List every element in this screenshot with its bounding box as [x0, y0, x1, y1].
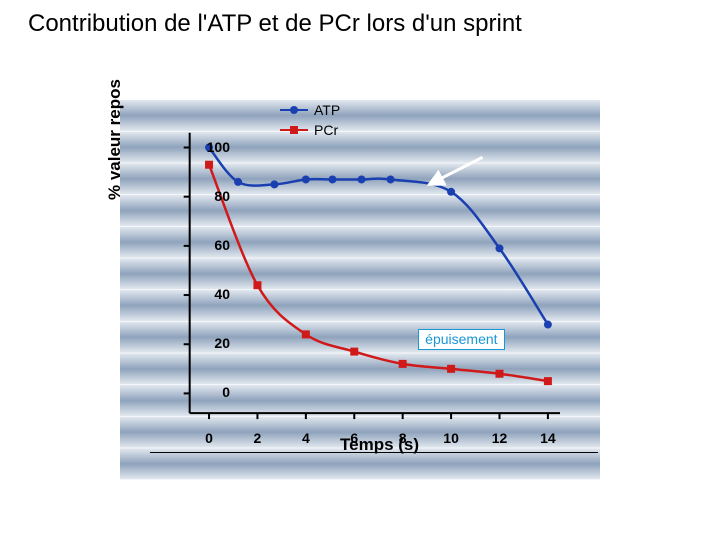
annotation-epuisement: épuisement — [418, 329, 504, 350]
series-marker-pcr — [302, 330, 310, 338]
chart-container: % valeur repos Temps (s) 020406080100024… — [120, 100, 600, 480]
y-tick-label: 20 — [200, 335, 230, 351]
plot-svg — [180, 118, 560, 418]
y-tick-label: 100 — [200, 139, 230, 155]
x-tick-label: 6 — [350, 430, 358, 446]
plot-area: 02040608010002468101214 — [180, 118, 560, 418]
y-tick-label: 40 — [200, 286, 230, 302]
series-marker-atp — [495, 244, 503, 252]
legend-label-pcr: PCr — [314, 122, 338, 138]
series-marker-atp — [302, 175, 310, 183]
chart-bottom-rule — [150, 452, 598, 453]
x-tick-label: 2 — [254, 430, 262, 446]
series-marker-pcr — [399, 360, 407, 368]
legend-line-pcr — [280, 129, 308, 131]
series-marker-atp — [234, 178, 242, 186]
series-marker-pcr — [495, 370, 503, 378]
series-marker-atp — [270, 180, 278, 188]
legend-item-pcr: PCr — [280, 122, 338, 138]
series-marker-pcr — [253, 281, 261, 289]
series-marker-atp — [328, 175, 336, 183]
page-title: Contribution de l'ATP et de PCr lors d'u… — [28, 10, 522, 38]
y-tick-label: 0 — [200, 384, 230, 400]
series-marker-pcr — [447, 365, 455, 373]
x-tick-label: 14 — [540, 430, 556, 446]
x-tick-label: 0 — [205, 430, 213, 446]
x-tick-label: 4 — [302, 430, 310, 446]
legend-item-atp: ATP — [280, 102, 340, 118]
y-axis-label: % valeur repos — [105, 79, 125, 200]
y-tick-label: 80 — [200, 188, 230, 204]
annotation-arrow — [429, 157, 482, 184]
x-tick-label: 10 — [443, 430, 459, 446]
x-tick-label: 8 — [399, 430, 407, 446]
page-root: Contribution de l'ATP et de PCr lors d'u… — [0, 0, 720, 540]
series-marker-atp — [544, 321, 552, 329]
legend-label-atp: ATP — [314, 102, 340, 118]
legend: ATP PCr — [280, 98, 360, 138]
series-marker-pcr — [544, 377, 552, 385]
series-marker-atp — [447, 188, 455, 196]
y-tick-label: 60 — [200, 237, 230, 253]
series-marker-atp — [387, 175, 395, 183]
series-marker-pcr — [350, 348, 358, 356]
series-marker-atp — [358, 175, 366, 183]
legend-marker-atp — [290, 106, 298, 114]
series-marker-pcr — [205, 161, 213, 169]
x-tick-label: 12 — [492, 430, 508, 446]
legend-marker-pcr — [290, 126, 298, 134]
legend-line-atp — [280, 109, 308, 111]
series-line-atp — [209, 148, 548, 325]
